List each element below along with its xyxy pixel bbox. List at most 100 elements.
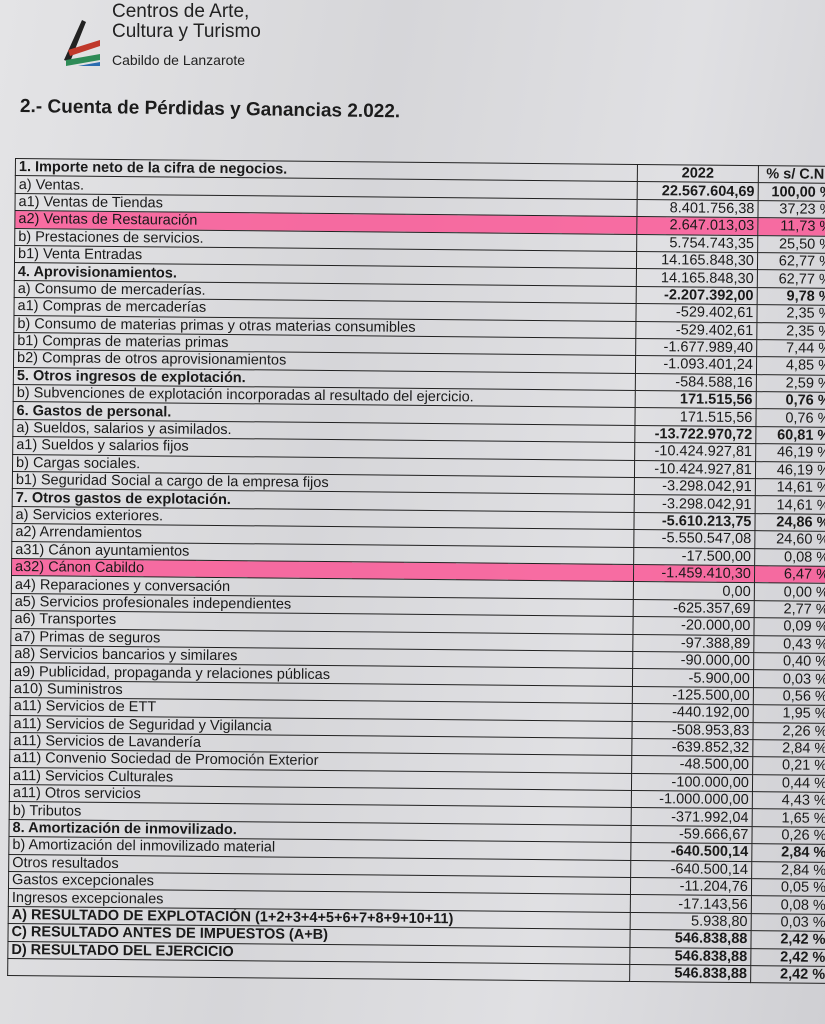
row-percent: 0,44 %: [752, 774, 825, 793]
row-value: -3.298.042,91: [634, 494, 756, 514]
row-value: -1.093.401,24: [635, 355, 757, 375]
header-percent: % s/ C.N.: [758, 165, 825, 184]
row-percent: 0,03 %: [750, 913, 825, 932]
row-value: -17.143,56: [630, 894, 752, 914]
row-value: -17.500,00: [633, 547, 755, 566]
row-percent: 2,26 %: [752, 722, 825, 741]
row-value: 8.401.756,38: [637, 199, 758, 218]
logo-line-1: Centros de Arte,: [112, 1, 250, 22]
row-value: -508.953,83: [632, 720, 753, 740]
row-value: -1.000.000,00: [631, 790, 753, 810]
row-percent: 0,26 %: [751, 826, 825, 845]
row-value: 2.647.013,03: [636, 216, 758, 236]
row-value: -59.666,67: [631, 825, 752, 844]
row-percent: 0,76 %: [755, 391, 825, 410]
row-value: -5.900,00: [632, 668, 754, 688]
row-value: -11.204,76: [630, 877, 752, 897]
row-percent: 2,84 %: [751, 843, 825, 862]
row-percent: 2,84 %: [752, 739, 825, 758]
row-percent: 2,35 %: [756, 322, 825, 341]
row-percent: 2,42 %: [750, 948, 825, 967]
row-value: -13.722.970,72: [634, 425, 756, 444]
row-value: -48.500,00: [631, 755, 753, 775]
row-value: 0,00: [633, 581, 755, 601]
row-percent: 1,95 %: [752, 704, 825, 723]
row-percent: 0,03 %: [753, 669, 825, 689]
row-value: -584.588,16: [635, 373, 757, 392]
row-percent: 24,86 %: [754, 513, 825, 532]
row-value: -5.610.213,75: [634, 512, 755, 531]
row-percent: 100,00 %: [757, 183, 825, 202]
row-value: -529.402,61: [636, 303, 757, 323]
logo-line-2: Cultura y Turismo: [112, 21, 261, 42]
row-percent: 14,61 %: [754, 496, 825, 515]
row-percent: 0,05 %: [751, 878, 825, 897]
page-title: 2.- Cuenta de Pérdidas y Ganancias 2.022…: [19, 96, 401, 123]
row-value: -10.424.927,81: [634, 460, 756, 479]
row-percent: 0,09 %: [753, 617, 825, 636]
row-percent: 2,35 %: [756, 304, 825, 323]
profit-loss-table: 1. Importe neto de la cifra de negocios.…: [7, 158, 825, 984]
row-value: -5.550.547,08: [633, 529, 755, 549]
row-value: -440.192,00: [632, 703, 754, 723]
row-percent: 2,84 %: [751, 861, 825, 880]
row-percent: 0,43 %: [753, 635, 825, 654]
row-percent: 6,47 %: [754, 565, 825, 584]
header-year: 2022: [637, 164, 759, 184]
row-percent: 37,23 %: [757, 200, 825, 219]
row-value: 14.165.848,30: [636, 251, 758, 270]
row-percent: 0,21 %: [752, 756, 825, 776]
row-value: -125.500,00: [632, 686, 754, 705]
logo-text: Centros de Arte, Cultura y Turismo: [112, 2, 261, 42]
logo-subtitle: Cabildo de Lanzarote: [112, 52, 246, 68]
row-percent: 1,65 %: [751, 809, 825, 828]
row-percent: 25,50 %: [757, 235, 825, 254]
row-percent: 62,77 %: [757, 252, 825, 271]
row-value: 546.838,88: [630, 929, 751, 949]
row-value: 5.754.743,35: [636, 234, 758, 253]
logo-icon: [64, 20, 100, 66]
row-value: -2.207.392,00: [636, 286, 758, 305]
row-value: -20.000,00: [633, 616, 754, 636]
logo: Centros de Arte, Cultura y Turismo Cabil…: [60, 0, 280, 75]
row-percent: 9,78 %: [756, 287, 825, 306]
row-value: -10.424.927,81: [634, 442, 756, 462]
row-value: -100.000,00: [631, 773, 753, 792]
row-percent: 7,44 %: [756, 339, 825, 358]
row-percent: 0,08 %: [751, 896, 825, 915]
row-percent: 60,81 %: [755, 426, 825, 445]
row-value: -529.402,61: [635, 320, 757, 340]
row-percent: 2,42 %: [750, 965, 825, 984]
row-percent: 0,00 %: [754, 582, 825, 602]
row-value: 171.515,56: [635, 407, 756, 427]
row-value: -1.677.989,40: [635, 338, 757, 357]
row-value: 546.838,88: [629, 947, 751, 966]
row-value: -90.000,00: [632, 651, 754, 670]
row-value: -625.357,69: [633, 599, 755, 618]
row-value: -97.388,89: [632, 634, 754, 653]
row-value: 14.165.848,30: [636, 268, 758, 288]
row-value: -640.500,14: [630, 842, 752, 862]
row-percent: 2,42 %: [750, 930, 825, 949]
profit-loss-table-wrap: 1. Importe neto de la cifra de negocios.…: [7, 158, 825, 984]
row-percent: 11,73 %: [757, 217, 825, 236]
row-value: 546.838,88: [629, 964, 751, 983]
row-percent: 4,43 %: [752, 791, 825, 810]
row-value: -3.298.042,91: [634, 477, 756, 497]
row-value: -639.852,32: [631, 738, 753, 757]
row-percent: 46,19 %: [755, 461, 825, 480]
row-value: -1.459.410,30: [633, 564, 755, 583]
row-value: 171.515,56: [635, 390, 757, 410]
row-percent: 14,61 %: [755, 478, 825, 497]
row-value: -371.992,04: [631, 807, 753, 827]
row-value: -640.500,14: [630, 860, 752, 879]
row-percent: 2,59 %: [756, 374, 825, 393]
row-percent: 2,77 %: [753, 600, 825, 619]
row-percent: 4,85 %: [756, 356, 825, 376]
row-percent: 0,76 %: [755, 409, 825, 428]
row-value: 5.938,80: [630, 912, 752, 931]
row-percent: 0,56 %: [753, 687, 825, 706]
row-percent: 46,19 %: [755, 443, 825, 463]
row-percent: 0,08 %: [754, 548, 825, 567]
